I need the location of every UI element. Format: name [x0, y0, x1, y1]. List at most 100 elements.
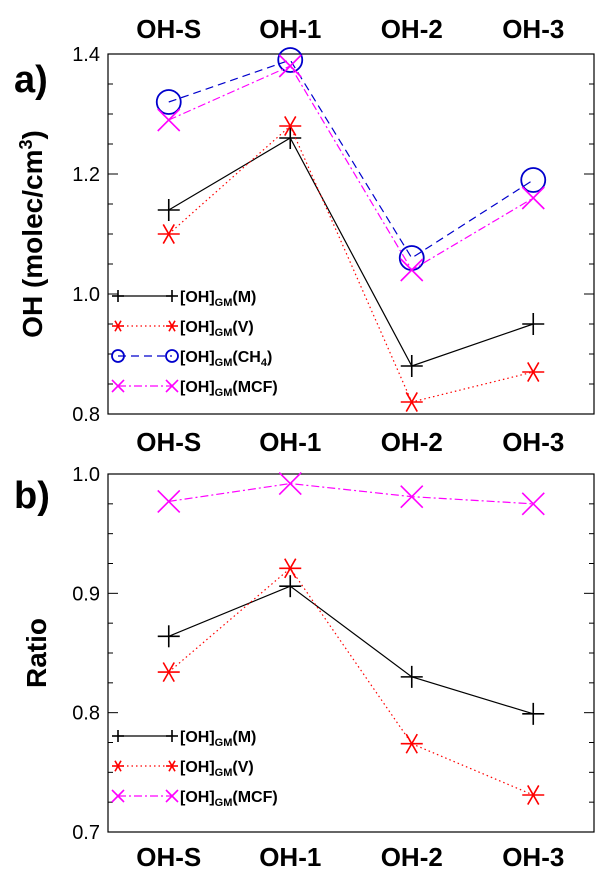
legend-label-main: [OH] — [180, 759, 215, 776]
legend-label-subscript: GM — [215, 387, 233, 399]
data-point-marker-d2 — [521, 186, 545, 210]
data-point-marker-d2 — [162, 224, 175, 244]
data-point-marker-ring — [520, 167, 547, 193]
data-point — [520, 167, 547, 193]
category-label-bottom: OH-S — [136, 842, 201, 872]
data-point-marker-d2 — [278, 54, 302, 78]
data-point — [157, 108, 181, 132]
series-m — [157, 575, 545, 725]
series-line-mcf — [168, 482, 534, 505]
y-tick-label: 1.0 — [72, 284, 100, 306]
chart-panel-b: 0.70.80.91.0OH-S OH-1 OH-2 OH-3b)Ratio[OH]G… — [14, 464, 595, 872]
data-point — [522, 702, 545, 725]
data-point-marker-ring — [155, 89, 182, 115]
legend-label-mcf: [OH]GM(MCF) — [180, 789, 278, 809]
legend-label-tail: (CH — [232, 349, 260, 366]
legend-label-subscript: GM — [215, 737, 233, 749]
legend-label-main: [OH] — [180, 289, 215, 306]
data-point — [157, 489, 181, 514]
y-tick-label: 1.4 — [72, 44, 100, 66]
legend-label-subscript: GM — [215, 297, 233, 309]
legend-marker-end-d2 — [168, 320, 176, 332]
panel-label: a) — [14, 59, 48, 101]
y-axis-label-text: Ratio — [21, 618, 52, 688]
category-label-bottom: OH-2 — [381, 427, 443, 457]
data-point-marker-d2 — [284, 558, 297, 579]
y-tick-label: 0.8 — [72, 703, 100, 725]
series-line-mcf — [168, 65, 534, 271]
legend-label-tail-2: ) — [267, 349, 272, 366]
data-point — [400, 355, 423, 377]
y-tick-label: 1.0 — [72, 464, 100, 486]
series-line-ch4 — [168, 59, 534, 259]
category-label-bottom: OH-1 — [259, 427, 321, 457]
data-point — [400, 733, 423, 754]
data-point — [521, 186, 545, 210]
legend-marker-end-ring — [165, 349, 179, 363]
legend-label-tail: (M) — [232, 289, 256, 306]
data-point — [521, 492, 545, 516]
legend-label-main: [OH] — [180, 379, 215, 396]
data-point — [279, 127, 302, 149]
plot-frame — [107, 473, 595, 833]
data-point — [400, 392, 423, 412]
legend-label-subscript: GM — [215, 797, 233, 809]
data-point — [279, 558, 302, 579]
data-point-marker-d2 — [278, 471, 302, 496]
legend-marker-start-d2 — [114, 760, 122, 772]
y-tick-label: 0.9 — [72, 583, 100, 605]
category-label-top: OH-3 — [502, 14, 564, 44]
data-point — [279, 116, 302, 136]
series-line-m — [168, 137, 534, 367]
series-mcf — [157, 54, 545, 282]
series-mcf — [157, 471, 545, 516]
legend-label-v: [OH]GM(V) — [180, 319, 254, 339]
legend-label-v: [OH]GM(V) — [180, 759, 254, 779]
category-label-top: OH-1 — [259, 14, 321, 44]
legend-label-tail: (MCF) — [232, 789, 277, 806]
series-v — [157, 558, 545, 805]
legend: [OH]GM(M)[OH]GM(V)[OH]GM(MCF) — [111, 729, 278, 809]
y-axis-label-superscript: 3 — [16, 140, 36, 150]
data-point — [279, 575, 302, 598]
data-point-marker-ring — [277, 47, 304, 73]
data-point-marker-d2 — [284, 116, 297, 136]
legend-label-mcf: [OH]GM(MCF) — [180, 379, 278, 399]
data-point — [398, 245, 425, 271]
category-label-bottom: OH-1 — [259, 842, 321, 872]
category-label-bottom: OH-3 — [502, 427, 564, 457]
data-point — [157, 625, 180, 648]
legend-label-subscript: GM — [215, 357, 233, 369]
data-point — [278, 54, 302, 78]
data-point-marker-d2 — [527, 362, 540, 382]
data-point-marker-d2 — [400, 258, 424, 282]
series-ch4 — [155, 47, 547, 271]
data-point — [278, 471, 302, 496]
legend-marker-end-d2 — [168, 760, 176, 772]
panel-label: b) — [14, 475, 50, 517]
data-point — [157, 224, 180, 244]
data-point — [400, 258, 424, 282]
data-point — [157, 199, 180, 221]
legend-label-tail: (V) — [232, 319, 253, 336]
data-point-marker-d2 — [162, 662, 175, 683]
category-label-top: OH-S — [136, 14, 201, 44]
legend-label-tail: (M) — [232, 729, 256, 746]
y-tick-label: 0.7 — [72, 822, 100, 844]
y-tick-label: 0.8 — [72, 404, 100, 426]
legend-label-subscript: GM — [215, 327, 233, 339]
y-axis-label-text: OH (molec/cm — [17, 150, 48, 338]
legend-label-m: [OH]GM(M) — [180, 729, 256, 749]
data-point-marker-d2 — [400, 485, 424, 509]
legend: [OH]GM(M)[OH]GM(V)[OH]GM(CH4)[OH]GM(MCF) — [111, 289, 278, 399]
legend-label-main: [OH] — [180, 729, 215, 746]
series-m — [157, 127, 545, 377]
data-point-marker-d2 — [157, 489, 181, 514]
series-v — [157, 116, 545, 412]
legend-label-main: [OH] — [180, 319, 215, 336]
legend-label-subscript-2: 4 — [261, 357, 268, 369]
data-point-marker-d2 — [157, 108, 181, 132]
data-point-marker-ring — [398, 245, 425, 271]
legend-label-main: [OH] — [180, 349, 215, 366]
legend-marker-start-d2 — [114, 320, 122, 332]
